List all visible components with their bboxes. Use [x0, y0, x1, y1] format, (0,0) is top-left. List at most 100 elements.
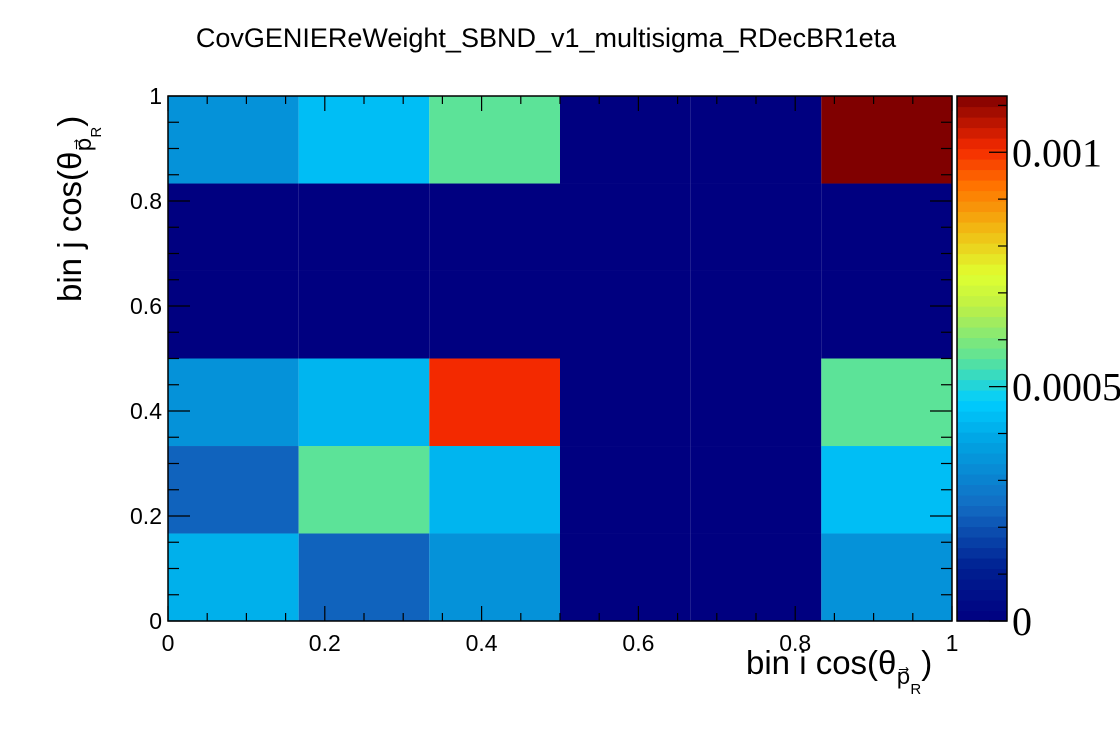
palette-band: [957, 348, 1007, 360]
y-tick-label: 1: [149, 83, 162, 109]
palette-band: [957, 463, 1007, 475]
palette-band: [957, 579, 1007, 591]
palette-band: [957, 222, 1007, 234]
color-palette: [957, 96, 1007, 622]
palette-band: [957, 379, 1007, 391]
y-tick-label: 0.4: [130, 398, 162, 424]
palette-band: [957, 180, 1007, 192]
palette-band: [957, 421, 1007, 433]
palette-band: [957, 358, 1007, 370]
palette-band: [957, 243, 1007, 255]
color-palette-frame: [956, 95, 1008, 622]
palette-band: [957, 169, 1007, 181]
heatmap-cell: [821, 358, 952, 447]
palette-band: [957, 295, 1007, 307]
chart-title: CovGENIEReWeight_SBND_v1_multisigma_RDec…: [196, 23, 897, 53]
palette-band: [957, 369, 1007, 381]
heatmap-cell: [168, 96, 299, 184]
heatmap-cells: [168, 96, 952, 621]
heatmap-cell: [690, 358, 822, 447]
heatmap-cell: [821, 183, 952, 271]
palette-band: [957, 547, 1007, 559]
heatmap-cell: [168, 358, 299, 447]
heatmap-cell: [298, 96, 430, 184]
palette-band: [957, 600, 1007, 612]
palette-band: [957, 285, 1007, 297]
palette-band: [957, 201, 1007, 213]
heatmap-cell: [560, 533, 691, 621]
heatmap-cell: [560, 358, 691, 447]
palette-band: [957, 537, 1007, 549]
heatmap-cell: [690, 96, 822, 184]
x-axis-label-text: bin i cos(θp⃗R): [746, 644, 932, 698]
palette-band: [957, 390, 1007, 402]
heatmap-cell: [168, 183, 299, 271]
palette-tick-label: 0: [1012, 599, 1032, 644]
heatmap-cell: [168, 446, 299, 534]
palette-band: [957, 453, 1007, 465]
palette-band: [957, 505, 1007, 517]
y-axis: 0 0.2 0.4 0.6 0.8 1: [130, 83, 952, 634]
palette-band: [957, 264, 1007, 276]
palette-band: [957, 432, 1007, 444]
heatmap-cell: [690, 446, 822, 534]
palette-band: [957, 400, 1007, 412]
x-axis: 0 0.2 0.4 0.6 0.8 1: [162, 96, 958, 656]
heatmap-cell: [298, 533, 430, 621]
x-tick-label: 0.6: [622, 630, 654, 656]
palette-band: [957, 316, 1007, 328]
heatmap-cell: [821, 446, 952, 534]
palette-band: [957, 232, 1007, 244]
palette-band: [957, 558, 1007, 570]
palette-band: [957, 117, 1007, 129]
palette-band: [957, 159, 1007, 171]
x-tick-label: 0.2: [309, 630, 341, 656]
palette-band: [957, 148, 1007, 160]
heatmap-cell: [429, 358, 560, 447]
palette-band: [957, 190, 1007, 202]
heatmap-cell: [690, 183, 822, 271]
x-tick-label: 0: [162, 630, 175, 656]
palette-band: [957, 337, 1007, 349]
palette-tick-label: 0.001: [1012, 130, 1102, 175]
x-tick-label: 0.4: [466, 630, 498, 656]
palette-band: [957, 327, 1007, 339]
palette-band: [957, 526, 1007, 538]
heatmap-cell: [690, 533, 822, 621]
heatmap-cell: [168, 270, 299, 359]
heatmap-cell: [429, 96, 560, 184]
palette-band: [957, 138, 1007, 150]
heatmap-cell: [298, 270, 430, 359]
y-tick-label: 0.6: [130, 293, 162, 319]
heatmap-cell: [560, 270, 691, 359]
heatmap-cell: [560, 183, 691, 271]
y-axis-label-text: bin j cos(θp⃗R): [51, 116, 105, 302]
heatmap-cell: [821, 533, 952, 621]
palette-band: [957, 442, 1007, 454]
color-palette-axis: 0 0.0005 0.001: [989, 104, 1120, 644]
palette-band: [957, 306, 1007, 318]
heatmap-cell: [560, 446, 691, 534]
palette-band: [957, 127, 1007, 139]
y-axis-label: bin j cos(θp⃗R): [51, 116, 105, 302]
y-tick-label: 0.8: [130, 188, 162, 214]
heatmap-cell: [821, 270, 952, 359]
heatmap-cell: [429, 446, 560, 534]
palette-tick-label: 0.0005: [1012, 365, 1120, 410]
heatmap-cell: [690, 270, 822, 359]
y-tick-label: 0: [149, 608, 162, 634]
palette-band: [957, 411, 1007, 423]
heatmap-cell: [429, 183, 560, 271]
palette-band: [957, 274, 1007, 286]
palette-band: [957, 516, 1007, 528]
heatmap-cell: [298, 183, 430, 271]
palette-band: [957, 610, 1007, 622]
heatmap-cell: [429, 270, 560, 359]
palette-band: [957, 253, 1007, 265]
heatmap-cell: [168, 533, 299, 621]
palette-band: [957, 568, 1007, 580]
heatmap-cell: [429, 533, 560, 621]
heatmap-cell: [298, 358, 430, 447]
x-tick-label: 0.8: [779, 630, 811, 656]
